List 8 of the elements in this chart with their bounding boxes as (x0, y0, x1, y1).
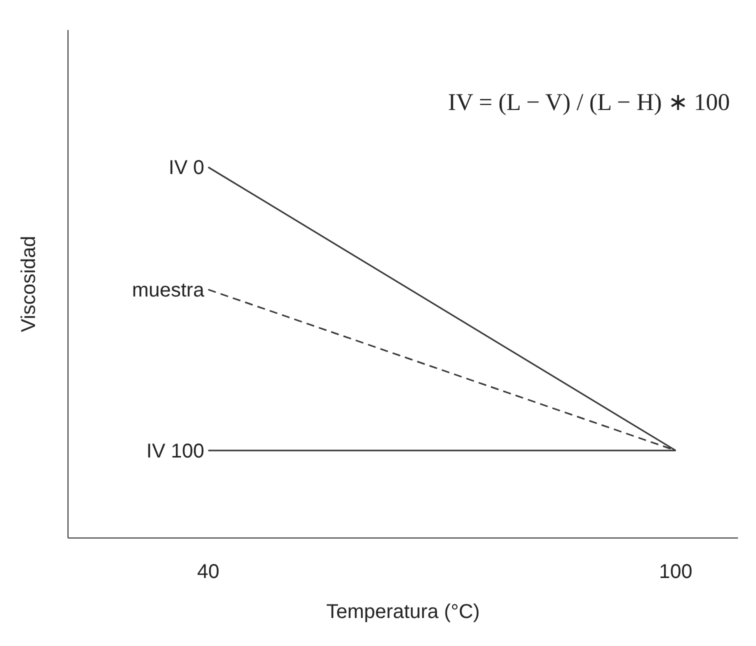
series-label: IV 0 (168, 157, 204, 180)
series-label: IV 100 (146, 440, 204, 462)
x-tick-label: 100 (658, 561, 692, 584)
x-axis-title: Temperatura (°C) (326, 601, 480, 623)
series-label: muestra (132, 280, 206, 302)
y-axis-title: Viscosidad (18, 236, 40, 332)
x-tick-label: 40 (197, 561, 220, 584)
text: IV = (L − V) / (L − H) ∗ 100 (448, 89, 730, 117)
